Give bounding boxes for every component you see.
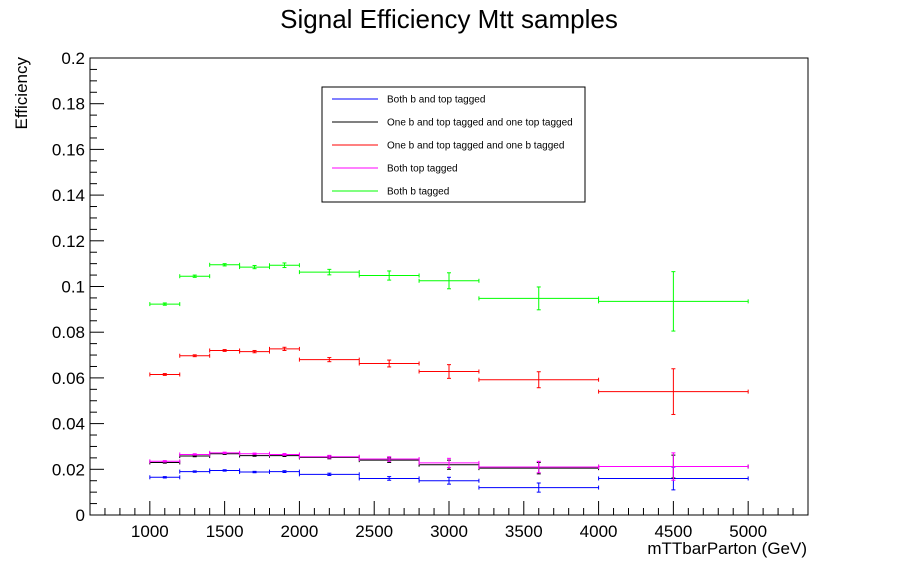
data-point <box>598 452 749 481</box>
data-point <box>598 368 749 415</box>
x-tick-label: 3000 <box>430 522 468 541</box>
y-tick-label: 0.14 <box>52 186 85 205</box>
data-point <box>358 359 420 368</box>
data-point <box>298 357 360 363</box>
data-point <box>179 452 211 457</box>
series-2 <box>149 346 749 415</box>
data-point <box>269 262 300 269</box>
x-tick-label: 2500 <box>355 522 393 541</box>
data-point <box>269 452 300 457</box>
y-tick-label: 0.18 <box>52 95 85 114</box>
data-point <box>209 348 241 353</box>
data-point <box>358 270 420 281</box>
data-point <box>269 469 300 474</box>
legend-label: Both top tagged <box>387 164 458 175</box>
legend-label: Both b tagged <box>387 187 449 198</box>
data-point <box>179 274 211 279</box>
data-point <box>478 286 600 311</box>
data-point <box>418 272 480 290</box>
data-point <box>298 472 360 477</box>
y-tick-label: 0.1 <box>61 278 85 297</box>
y-tick-label: 0.12 <box>52 232 85 251</box>
data-point <box>149 372 181 377</box>
legend-label: Both b and top tagged <box>387 95 485 106</box>
x-axis-label: mTTbarParton (GeV) <box>647 539 807 558</box>
data-point <box>149 302 181 307</box>
x-tick-label: 2000 <box>281 522 319 541</box>
series-layer <box>149 262 749 493</box>
data-point <box>209 468 241 473</box>
data-point <box>298 454 360 459</box>
data-point <box>478 460 600 474</box>
data-point <box>418 457 480 468</box>
data-point <box>598 271 749 332</box>
y-tick-label: 0.2 <box>61 49 85 68</box>
legend-label: One b and top tagged and one top tagged <box>387 118 573 129</box>
data-point <box>179 469 211 474</box>
x-tick-label: 4000 <box>580 522 618 541</box>
x-tick-label: 3500 <box>505 522 543 541</box>
y-axis-label: Efficiency <box>12 57 31 130</box>
x-tick-label: 1500 <box>206 522 244 541</box>
series-0 <box>149 466 749 493</box>
legend-label: One b and top tagged and one b tagged <box>387 141 564 152</box>
data-point <box>358 476 420 481</box>
x-tick-label: 1000 <box>131 522 169 541</box>
data-point <box>179 353 211 358</box>
x-tick-label: 4500 <box>654 522 692 541</box>
series-4 <box>149 262 749 332</box>
data-point <box>149 475 181 480</box>
y-tick-label: 0.02 <box>52 460 85 479</box>
data-point <box>209 262 241 267</box>
x-tick-label: 5000 <box>729 522 767 541</box>
y-tick-label: 0.04 <box>52 415 85 434</box>
data-point <box>239 470 270 475</box>
data-point <box>269 346 300 351</box>
legend: Both b and top tagged One b and top tagge… <box>321 86 586 203</box>
y-tick-label: 0.06 <box>52 369 85 388</box>
data-point <box>298 268 360 276</box>
y-tick-label: 0 <box>76 506 85 525</box>
data-point <box>358 456 420 462</box>
data-point <box>239 264 270 270</box>
data-point <box>418 476 480 485</box>
y-tick-label: 0.16 <box>52 140 85 159</box>
y-tick-label: 0.08 <box>52 323 85 342</box>
axes: 1000 1500 2000 2500 3000 3500 4000 4500 5000 0 0.0… <box>52 49 809 541</box>
chart-title: Signal Efficiency Mtt samples <box>280 4 618 34</box>
data-point <box>149 459 181 464</box>
data-point <box>478 482 600 493</box>
data-point <box>418 364 480 379</box>
series-3 <box>149 450 749 481</box>
data-point <box>478 371 600 389</box>
data-point <box>239 349 270 354</box>
